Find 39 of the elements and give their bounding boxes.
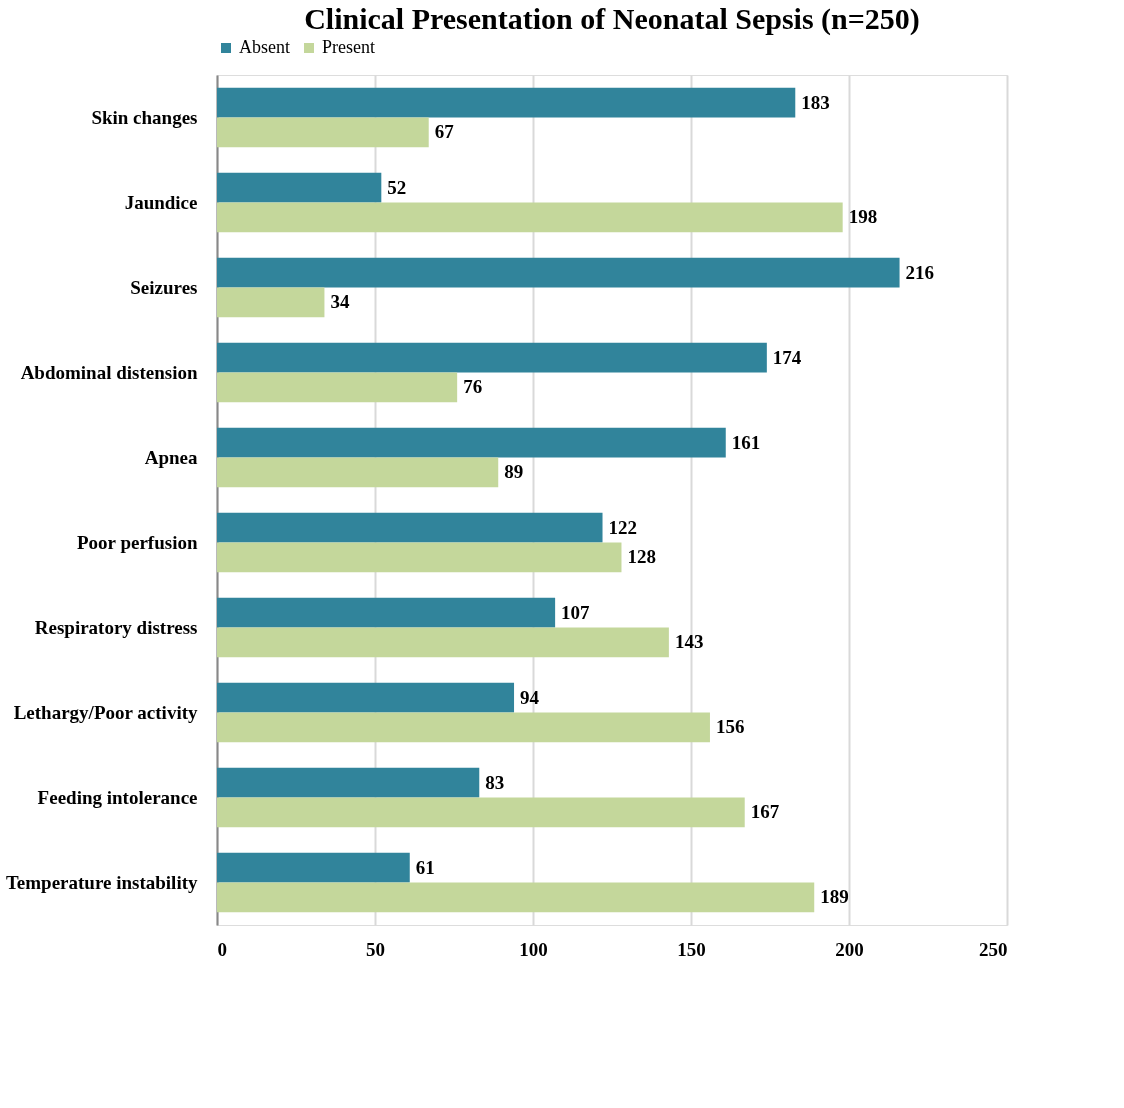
data-label: 156 [715,716,745,738]
x-tick-label: 200 [835,938,864,960]
data-label: 128 [627,546,656,568]
y-tick-label: Lethargy/Poor activity [13,701,198,723]
y-tick-label: Poor perfusion [76,531,198,553]
data-label: 198 [848,206,878,228]
data-label: 52 [387,176,407,198]
data-label: 143 [674,631,704,653]
data-label: 183 [801,91,830,113]
chart-title: Clinical Presentation of Neonatal Sepsis (n=250) [304,2,920,36]
x-tick-label: 100 [519,938,548,960]
data-label: 34 [330,291,350,313]
legend-label: Present [322,37,375,57]
data-label: 94 [520,686,540,708]
data-label: 174 [772,346,802,368]
y-tick-label: Abdominal distension [20,361,198,383]
data-label: 67 [434,121,455,143]
x-tick-label: 50 [366,938,385,960]
data-label: 167 [750,801,780,823]
x-tick-label: 0 [217,938,227,960]
data-label: 61 [415,856,435,878]
y-tick-label: Temperature instability [5,871,198,893]
y-tick-label: Seizures [130,276,198,298]
data-label: 216 [905,261,935,283]
data-label: 76 [463,376,483,398]
legend-label: Absent [239,37,290,57]
y-tick-label: Apnea [144,446,198,468]
data-label: 83 [485,771,505,793]
y-tick-label: Skin changes [91,106,198,128]
y-tick-label: Jaundice [124,191,198,213]
data-label: 161 [731,431,761,453]
data-label: 107 [561,601,591,623]
data-label: 89 [504,461,524,483]
x-tick-label: 250 [979,938,1008,960]
y-tick-label: Respiratory distress [34,616,198,638]
x-tick-label: 150 [677,938,706,960]
data-label: 189 [820,886,849,908]
y-tick-label: Feeding intolerance [37,786,198,808]
data-label: 122 [608,516,638,538]
